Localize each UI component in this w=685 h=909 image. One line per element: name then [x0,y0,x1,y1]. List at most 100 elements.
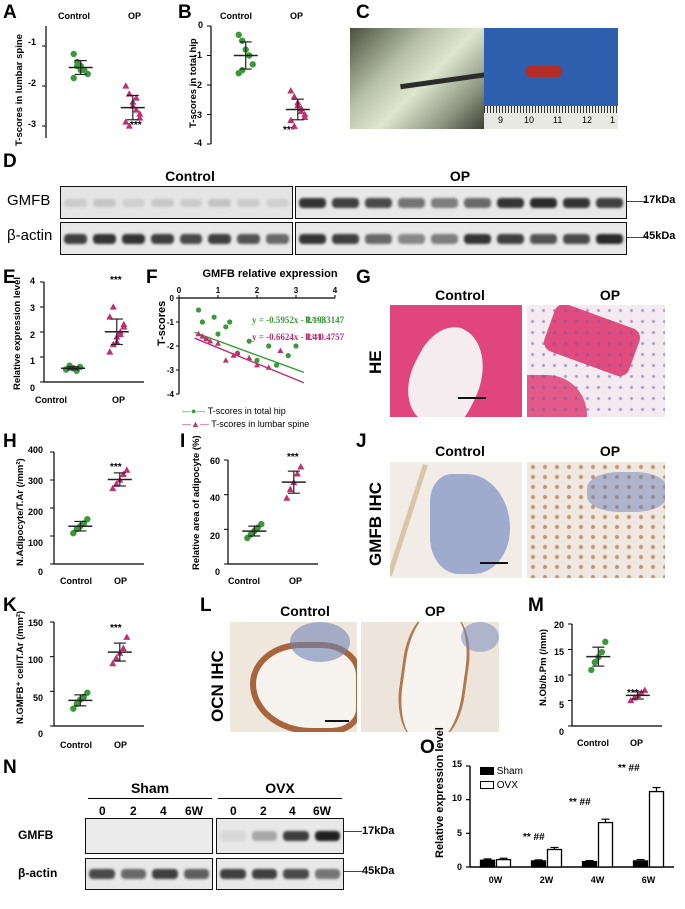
data-point-op [297,107,305,115]
blot-band [64,233,87,244]
panel-g-op: OP [599,287,621,303]
panel-b-ytick-5: -4 [194,138,203,148]
panel-j-control: Control [435,443,485,459]
bar-sham [530,860,547,868]
data-point-op [287,87,295,94]
data-point-hip [211,314,217,320]
blot-band [398,233,425,244]
panel-a-ytick-2: -2 [28,78,37,88]
bar-sham [632,860,649,868]
panel-label-c: C [356,2,370,23]
panel-m-group-control: Control [577,738,609,748]
blot-band [152,869,178,879]
data-point-hip [199,319,205,325]
panel-m-group-op: OP [630,738,644,748]
data-point-spine [246,354,253,361]
bone-sample-photo: 9 10 11 12 1 [484,28,618,129]
panel-o-ytick-5: 5 [457,828,463,838]
panel-a-plot [42,26,145,138]
data-point-op [293,470,301,477]
panel-l-control: Control [280,603,330,619]
blot-band [365,233,392,244]
blot-band [283,869,309,879]
blot-n-lane-sham-6w: 6W [185,804,203,818]
blot-band [220,831,246,841]
panel-f-eq-hip: y = -0.5952x - 1.193 [252,315,327,325]
legend-spine: —▲— T-scores in lumbar spine [182,419,310,429]
panel-b-group-control: Control [220,11,252,21]
data-point-hip [273,362,280,368]
panel-f-eq-spine: y = -0.6624x - 1.41 [252,332,322,342]
data-point-spine [222,357,229,363]
panel-a-ytick-1: -1 [28,37,37,47]
panel-h-significance: *** [110,462,122,473]
he-op-image [527,305,665,417]
panel-i-ylabel: Relative area of adipocyte (%) [191,435,202,570]
data-point-op [120,323,128,330]
data-point-op [123,466,131,473]
panel-k-group-control: Control [60,740,92,750]
data-point-hip [293,343,299,349]
blot-d-row-gmfb: GMFB [7,192,51,209]
panel-b-ytick-1: 0 [198,20,204,30]
panel-o-ytick-0: 0 [457,862,463,872]
data-point-hip [227,319,233,325]
blot-n-lane-sham-0: 0 [99,804,106,818]
regression-line [194,331,305,374]
blot-d-header-control: Control [165,168,215,184]
panel-e-significance: *** [110,275,122,286]
ct-image [350,28,484,129]
blot-n-lane-ovx-0: 0 [230,804,237,818]
data-point-op [116,330,124,338]
blot-n-gmfb-ovx [216,818,344,854]
panel-i-group-control: Control [228,576,260,586]
data-point-op [112,480,120,487]
panel-l-side-label: OCN IHC [208,650,227,722]
data-point-control [598,648,606,656]
panel-o-annot-6w: ** ## [618,763,640,774]
panel-a-ytick-3: -3 [28,119,37,129]
legend-sham: Sham [480,765,523,779]
x-tick-label: 1 [216,286,221,295]
blot-band [179,198,203,207]
blot-band [497,233,524,244]
panel-i-plot [224,459,318,565]
data-point-hip [254,357,260,363]
panel-g-side-label: HE [366,350,385,374]
data-point-op [123,633,131,640]
panel-k-ylabel: N.GMFB⁺ cell/T.Ar (/mm²) [15,610,26,724]
x-tick-label: 0 [177,286,182,295]
panel-b-ytick-4: -3 [194,110,203,120]
blot-n-lane-ovx-4: 4 [289,804,296,818]
x-tick-label: 4 [333,286,338,295]
blot-band [365,197,392,208]
blot-band [237,233,261,244]
y-tick-label: -3 [167,366,175,375]
data-point-op [132,106,140,113]
blot-d-marker-45 [627,237,647,238]
blot-band [398,197,425,208]
blot-band [266,233,289,244]
panel-h-ytick-100: 100 [28,538,44,548]
data-point-control [235,31,242,39]
ruler-tick-11: 11 [553,115,563,125]
data-point-control [70,705,77,712]
panel-o-ytick-15: 15 [452,759,463,769]
blot-n-line-sham [88,798,212,799]
panel-l-op: OP [424,603,446,619]
blot-band [64,198,87,207]
regression-line [194,337,305,384]
panel-label-d: D [3,151,17,172]
bar-sham [479,859,496,868]
data-point-control [70,50,77,58]
blot-band [208,233,232,244]
panel-b-significance: *** [283,125,295,136]
panel-e-plot [40,281,144,383]
panel-f-legend: —●— T-scores in total hip —▲— T-scores i… [182,405,309,431]
panel-m-ytick-20: 20 [554,620,565,630]
x-tick-label: 3 [294,286,299,295]
blot-n-marker-45 [344,871,362,872]
bar-ovx [648,790,665,868]
ruler-tick-9: 9 [498,115,504,125]
panel-h-plot [50,451,144,565]
